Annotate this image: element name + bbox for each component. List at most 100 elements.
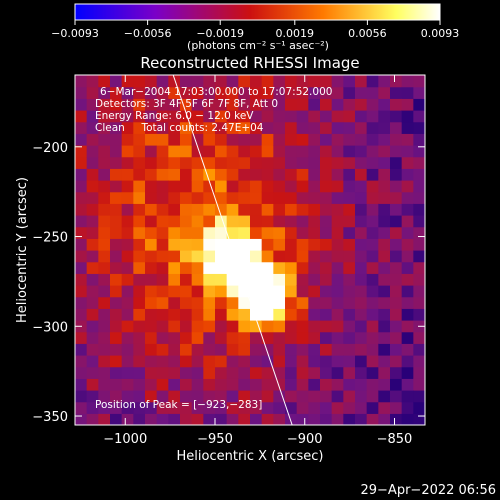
heatmap-cell <box>168 366 181 379</box>
heatmap-cell <box>250 98 263 111</box>
heatmap-cell <box>390 413 403 425</box>
heatmap-cell <box>273 261 286 274</box>
heatmap-cell <box>401 378 414 391</box>
heatmap-cell <box>250 238 263 251</box>
heatmap-cell <box>320 168 333 181</box>
heatmap-cell <box>168 121 181 134</box>
heatmap-cell <box>203 331 216 344</box>
heatmap-cell <box>145 86 158 99</box>
heatmap-cell <box>273 203 286 216</box>
heatmap-cell <box>273 343 286 356</box>
heatmap-cell <box>203 98 216 111</box>
heatmap-cell <box>238 110 251 123</box>
heatmap-cell <box>355 226 368 239</box>
heatmap-cell <box>273 215 286 228</box>
heatmap-cell <box>296 343 309 356</box>
annotation-clean: Clean Total counts: 2.47E+04 <box>95 122 264 134</box>
heatmap-cell <box>261 250 274 263</box>
heatmap-cell <box>378 366 391 379</box>
heatmap-cell <box>75 75 88 88</box>
heatmap-cell <box>308 250 321 263</box>
heatmap-cell <box>121 331 134 344</box>
heatmap-cell <box>261 226 274 239</box>
heatmap-cell <box>75 273 88 286</box>
heatmap-cell <box>215 320 228 333</box>
heatmap-cell <box>320 98 333 111</box>
heatmap-cell <box>401 296 414 309</box>
heatmap-cell <box>296 133 309 146</box>
heatmap-cell <box>168 378 181 391</box>
heatmap-cell <box>343 250 356 263</box>
heatmap-cell <box>320 366 333 379</box>
heatmap-cell <box>191 355 204 368</box>
heatmap-cell <box>238 285 251 298</box>
heatmap-cell <box>250 191 263 204</box>
heatmap-cell <box>343 191 356 204</box>
heatmap-cell <box>156 168 169 181</box>
heatmap-cell <box>145 133 158 146</box>
heatmap-cell <box>378 355 391 368</box>
heatmap-cell <box>203 191 216 204</box>
heatmap-cell <box>75 110 88 123</box>
heatmap-cell <box>320 250 333 263</box>
heatmap-cell <box>238 331 251 344</box>
heatmap-cell <box>261 343 274 356</box>
heatmap-cell <box>366 366 379 379</box>
heatmap-cell <box>285 226 298 239</box>
heatmap-cell <box>320 145 333 158</box>
heatmap-cell <box>86 180 99 193</box>
heatmap-cell <box>98 145 111 158</box>
heatmap-cell <box>226 238 239 251</box>
heatmap-cell <box>238 390 251 403</box>
heatmap-cell <box>110 238 123 251</box>
heatmap-cell <box>133 308 146 321</box>
heatmap-cell <box>191 250 204 263</box>
heatmap-cell <box>366 110 379 123</box>
heatmap-cell <box>98 168 111 181</box>
heatmap-cell <box>250 401 263 414</box>
heatmap-cell <box>203 86 216 99</box>
heatmap-cell <box>168 296 181 309</box>
heatmap-cell <box>250 110 263 123</box>
heatmap-cell <box>110 378 123 391</box>
heatmap-cell <box>261 355 274 368</box>
heatmap-cell <box>75 308 88 321</box>
heatmap-cell <box>296 261 309 274</box>
heatmap-cell <box>355 180 368 193</box>
heatmap-cell <box>343 378 356 391</box>
heatmap-cell <box>250 75 263 88</box>
heatmap-cell <box>296 250 309 263</box>
heatmap-cell <box>331 378 344 391</box>
heatmap-cell <box>355 238 368 251</box>
heatmap-cell <box>180 168 193 181</box>
heatmap-cell <box>133 250 146 263</box>
heatmap-cell <box>191 75 204 88</box>
heatmap-cell <box>331 331 344 344</box>
heatmap-cell <box>401 226 414 239</box>
heatmap-cell <box>156 355 169 368</box>
heatmap-cell <box>133 355 146 368</box>
heatmap-cell <box>296 226 309 239</box>
heatmap-cell <box>86 110 99 123</box>
heatmap-cell <box>261 273 274 286</box>
heatmap-cell <box>308 238 321 251</box>
heatmap-cell <box>180 378 193 391</box>
y-tick-label: −350 <box>32 410 68 425</box>
heatmap-cell <box>320 320 333 333</box>
heatmap-cell <box>180 98 193 111</box>
heatmap-cell <box>75 261 88 274</box>
heatmap-cell <box>156 320 169 333</box>
heatmap-cell <box>366 273 379 286</box>
heatmap-cell <box>145 320 158 333</box>
heatmap-cell <box>401 86 414 99</box>
heatmap-cell <box>110 343 123 356</box>
heatmap-cell <box>110 121 123 134</box>
heatmap-cell <box>75 296 88 309</box>
heatmap-cell <box>343 308 356 321</box>
heatmap-cell <box>215 285 228 298</box>
heatmap-cell <box>156 401 169 414</box>
heatmap-cell <box>168 238 181 251</box>
heatmap-cell <box>320 390 333 403</box>
heatmap-cell <box>285 238 298 251</box>
annotation-time: 6−Mar−2004 17:03:00.000 to 17:07:52.000 <box>100 86 332 98</box>
